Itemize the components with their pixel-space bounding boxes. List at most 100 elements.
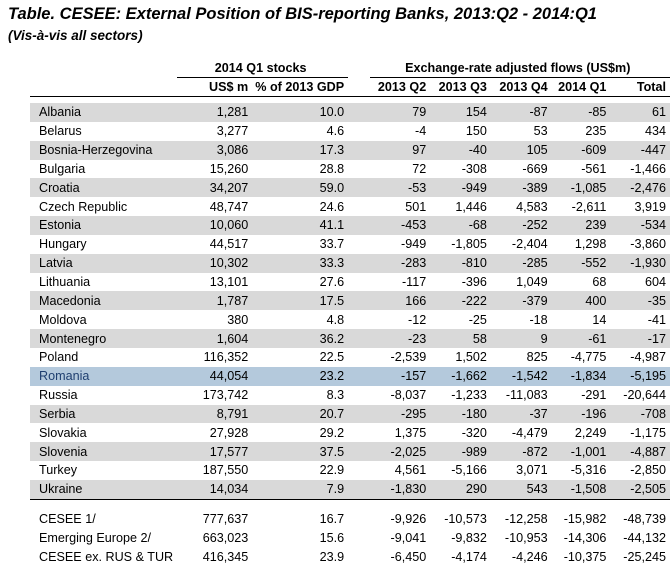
column-gap [348, 178, 370, 198]
gdp-share-cell: 10.0 [252, 103, 349, 122]
flow-2013q4-cell: -18 [529, 312, 548, 327]
stock-usd-cell: 173,742 [202, 388, 249, 403]
stock-usd-cell: 27,928 [209, 425, 249, 440]
flow-2013q3-cell: 154 [430, 103, 491, 122]
flow-2013q2-cell: 72 [412, 161, 427, 176]
col-header-usd: US$ m [177, 77, 253, 97]
flow-2013q4-cell: -669 [522, 161, 548, 176]
column-gap [348, 122, 369, 141]
flow-2014q1-cell: 14 [592, 312, 607, 327]
flow-total-cell: -5,195 [610, 366, 670, 386]
row-label: CESEE 1/ [39, 512, 96, 527]
row-label: Hungary [39, 237, 87, 252]
stock-usd-cell: 10,302 [177, 253, 253, 273]
gdp-share-cell: 4.6 [326, 124, 345, 139]
flow-2014q1-cell: -609 [551, 140, 611, 160]
flow-total-cell: -534 [610, 216, 670, 235]
flow-total-cell: -41 [647, 312, 666, 327]
flow-2014q1-cell: -196 [551, 404, 611, 424]
flow-2014q1-cell: -61 [551, 329, 611, 348]
flow-2013q2-cell: -2,539 [390, 350, 427, 365]
flow-2014q1-cell: -561 [581, 161, 607, 176]
flow-2013q2-cell: 166 [369, 291, 431, 311]
flow-2014q1-cell: 1,298 [574, 237, 607, 252]
column-gap [348, 423, 369, 442]
column-gap [348, 404, 370, 424]
flow-2013q3-cell: 290 [430, 479, 491, 500]
flow-2013q2-cell: -23 [369, 329, 431, 348]
col-header-gdp: % of 2013 GDP [252, 77, 349, 97]
gdp-share-cell: 16.7 [319, 512, 345, 527]
flow-2013q4-cell: -12,258 [504, 512, 548, 527]
column-gap [348, 310, 369, 329]
flow-2013q4-cell: 53 [533, 124, 548, 139]
gdp-share-cell: 15.6 [319, 530, 345, 545]
table-row: Emerging Europe 2/663,023 15.6 -9,041 -9,83… [30, 529, 670, 548]
flow-2013q4-cell: -285 [490, 253, 552, 273]
table-row: Russia 173,742 8.3 -8,037 -1,233 -11,083 -291 -… [30, 386, 670, 405]
flow-2013q3-cell: -5,166 [451, 463, 487, 478]
table-row: Czech Republic 48,747 24.6 501 1,446 4,583 -2,… [30, 197, 670, 216]
table-row: Croatia 34,207 59.0 -53 -949 -389 -1,085 -2,476 [30, 178, 670, 198]
flow-2013q2-cell: -53 [369, 178, 431, 198]
row-label: Serbia [30, 404, 178, 424]
table-row: Hungary 44,517 33.7 -949 -1,805 -2,404 1,298 -3… [30, 235, 670, 254]
stock-usd-cell: 44,054 [177, 366, 253, 386]
data-table: 2014 Q1 stocks Exchange-rate adjusted fl… [30, 59, 670, 566]
flow-2013q3-cell: -989 [430, 442, 491, 462]
column-gap [348, 329, 370, 348]
col-header-2014q1: 2014 Q1 [551, 77, 611, 97]
flow-2013q2-cell: -6,450 [390, 549, 427, 564]
flow-2013q2-cell: 4,561 [394, 463, 427, 478]
gdp-share-cell: 8.3 [326, 388, 345, 403]
flow-2013q3-cell: 58 [430, 329, 491, 348]
row-label: Albania [30, 103, 178, 122]
flow-total-cell: -2,505 [610, 479, 670, 500]
stock-usd-cell: 663,023 [202, 530, 249, 545]
gdp-share-cell: 23.9 [319, 549, 345, 564]
col-header-2013q4: 2013 Q4 [490, 77, 552, 97]
flow-2013q2-cell: -157 [369, 366, 431, 386]
flow-2013q3-cell: -10,573 [444, 512, 487, 527]
flow-2013q3-cell: -4,174 [451, 549, 487, 564]
flow-2013q2-cell: -283 [369, 253, 431, 273]
flow-total-cell: -1,466 [630, 161, 666, 176]
table-row: Moldova 380 4.8 -12 -25 -18 14 -41 [30, 310, 670, 329]
gdp-share-cell: 28.8 [319, 161, 345, 176]
flow-total-cell: -44,132 [623, 530, 666, 545]
flow-2014q1-cell: -5,316 [570, 463, 607, 478]
flow-2013q3-cell: -1,233 [451, 388, 487, 403]
stock-usd-cell: 14,034 [177, 479, 253, 500]
column-gap [348, 103, 370, 122]
gdp-share-cell: 36.2 [252, 329, 349, 348]
col-header-total: Total [610, 77, 670, 97]
stock-usd-cell: 116,352 [203, 350, 249, 365]
group-header-row: 2014 Q1 stocks Exchange-rate adjusted fl… [30, 59, 670, 78]
row-label: Turkey [39, 463, 78, 478]
col-header-2013q2: 2013 Q2 [369, 77, 431, 97]
flow-2013q4-cell: 3,071 [516, 463, 548, 478]
gdp-share-cell: 22.9 [319, 463, 345, 478]
flow-total-cell: -17 [610, 329, 670, 348]
flow-total-cell: -35 [610, 291, 670, 311]
flow-total-cell: 3,919 [634, 199, 666, 214]
row-label: Montenegro [30, 329, 178, 348]
flow-2013q2-cell: -117 [401, 275, 427, 290]
flow-2013q3-cell: -949 [430, 178, 491, 198]
gdp-share-cell: 41.1 [252, 216, 349, 235]
column-gap [348, 160, 369, 179]
flow-2013q2-cell: -9,926 [390, 512, 427, 527]
column-gap [348, 348, 369, 367]
row-label: Emerging Europe 2/ [39, 530, 152, 545]
flow-2013q3-cell: -1,805 [451, 237, 487, 252]
table-row: Serbia 8,791 20.7 -295 -180 -37 -196 -708 [30, 404, 670, 424]
flow-2013q4-cell: -11,083 [505, 388, 548, 403]
flow-2013q4-cell: 105 [490, 140, 552, 160]
flow-total-cell: -20,644 [623, 388, 666, 403]
flow-2014q1-cell: -85 [551, 103, 611, 122]
stock-usd-cell: 416,345 [202, 549, 249, 564]
table-row: Bulgaria 15,260 28.8 72 -308 -669 -561 -1,466 [30, 160, 670, 179]
column-gap [348, 366, 370, 386]
stock-usd-cell: 8,791 [177, 404, 253, 424]
flow-total-cell: 604 [644, 275, 666, 290]
